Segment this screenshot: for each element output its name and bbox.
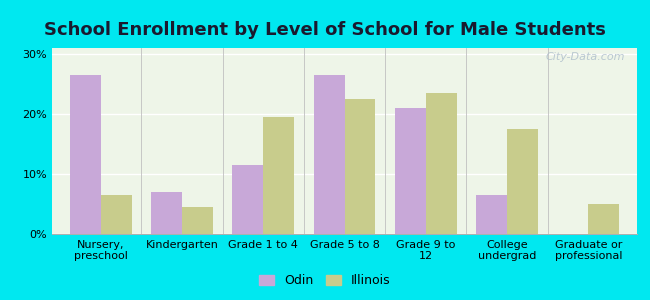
Legend: Odin, Illinois: Odin, Illinois	[255, 270, 395, 291]
Text: School Enrollment by Level of School for Male Students: School Enrollment by Level of School for…	[44, 21, 606, 39]
Bar	[476, 195, 507, 234]
Bar	[507, 129, 538, 234]
Bar	[313, 75, 345, 234]
Bar	[151, 192, 182, 234]
Bar	[70, 75, 101, 234]
Bar	[233, 165, 263, 234]
Bar	[395, 108, 426, 234]
Bar	[263, 117, 294, 234]
Bar	[182, 207, 213, 234]
Bar	[426, 93, 456, 234]
Bar	[588, 204, 619, 234]
Bar	[101, 195, 131, 234]
Bar	[344, 99, 376, 234]
Text: City-Data.com: City-Data.com	[546, 52, 625, 62]
